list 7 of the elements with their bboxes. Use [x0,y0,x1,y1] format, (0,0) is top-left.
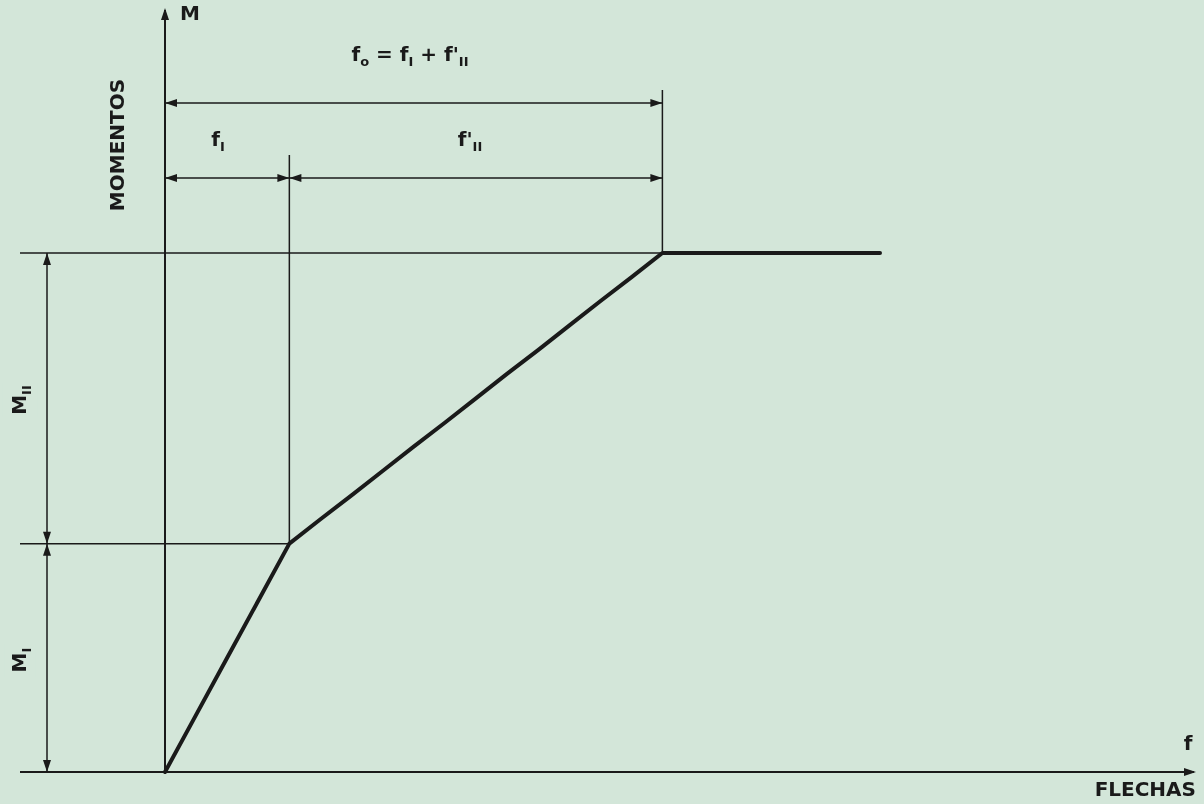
text: f$_{I}$ [211,126,225,154]
text: FLECHAS [1094,776,1196,801]
text: f'$_{II}$ [457,126,483,154]
text: M [180,0,200,25]
text: f [1183,730,1193,755]
y-axis-title: MOMENTOS [104,78,129,212]
text: f$_{o}$ = f$_{I}$ + f'$_{II}$ [351,41,469,69]
